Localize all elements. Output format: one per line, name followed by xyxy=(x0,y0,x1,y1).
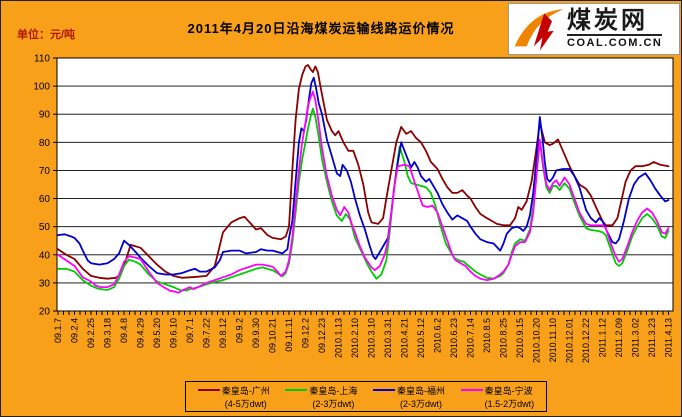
legend-swatch xyxy=(285,389,308,391)
x-axis-label: 2010.3.31 xyxy=(383,318,393,358)
x-axis-label: 2010.7.14 xyxy=(466,318,476,358)
x-axis-label: 09.12.23 xyxy=(317,318,327,353)
x-axis-label: 2011.2.09 xyxy=(614,318,624,357)
legend-series-size: (2-3万dwt) xyxy=(400,398,443,409)
x-axis-label: 2010.6.23 xyxy=(449,318,459,358)
x-axis-label: 09.10.21 xyxy=(268,318,278,353)
x-axis-label: 2010.9.15 xyxy=(515,318,525,358)
y-axis-label: 20 xyxy=(39,307,51,318)
x-axis-label: 2010.5.12 xyxy=(416,318,426,358)
chart-legend: 秦皇岛-广州 (4-5万dwt) 秦皇岛-上海 (2-3万dwt) 秦皇岛-福州 (2-3… xyxy=(185,381,547,412)
legend-series-size: (2-3万dwt) xyxy=(312,398,355,409)
x-axis-label: 09.12.2 xyxy=(301,318,311,348)
x-axis-label: 09.6.10 xyxy=(169,318,179,348)
x-axis-label: 2010.8.25 xyxy=(499,318,509,358)
x-axis-label: 09.4.8 xyxy=(119,318,129,343)
x-axis-label: 09.7.1 xyxy=(185,318,195,343)
x-axis-label: 09.11.11 xyxy=(284,318,294,352)
x-axis-label: 09.2.4 xyxy=(70,318,80,343)
x-axis-label: 2010.8.5 xyxy=(482,318,492,353)
x-axis-label: 2011.4.13 xyxy=(664,318,674,357)
logo-en-text: COAL.COM.CN xyxy=(567,34,663,49)
legend-series-name: 秦皇岛-上海 xyxy=(309,385,358,396)
x-axis-label: 09.5.20 xyxy=(152,318,162,348)
legend-item: 秦皇岛-宁波 (1.5-2万dwt) xyxy=(460,384,535,410)
x-axis-label: 2010.10.20 xyxy=(532,318,542,363)
legend-swatch xyxy=(460,389,483,391)
legend-item: 秦皇岛-广州 (4-5万dwt) xyxy=(197,384,270,410)
y-axis-label: 50 xyxy=(39,222,51,233)
y-axis-label: 60 xyxy=(39,194,51,205)
y-axis-label: 70 xyxy=(39,166,51,177)
legend-swatch xyxy=(197,389,220,391)
legend-swatch xyxy=(373,389,396,391)
legend-series-size: (4-5万dwt) xyxy=(224,398,267,409)
y-axis-label: 30 xyxy=(39,278,51,289)
y-axis-label: 80 xyxy=(39,138,51,149)
x-axis-label: 09.3.18 xyxy=(103,318,113,348)
x-axis-label: 09.7.22 xyxy=(202,318,212,348)
legend-series-name: 秦皇岛-广州 xyxy=(221,385,270,396)
x-axis-label: 2010.12.01 xyxy=(565,318,575,363)
x-axis-label: 2011.3.02 xyxy=(631,318,641,357)
x-axis-label: 2010.2.10 xyxy=(350,318,360,358)
x-axis-label: 2010.1.13 xyxy=(334,318,344,358)
series-line-秦皇岛-宁波 xyxy=(57,90,670,294)
coal-site-logo: 煤炭网 COAL.COM.CN xyxy=(508,3,680,55)
legend-item: 秦皇岛-上海 (2-3万dwt) xyxy=(285,384,357,410)
page-title: 2011年4月20日沿海煤炭运输线路运价情况 xyxy=(187,21,455,36)
y-axis-label: 110 xyxy=(34,54,50,65)
x-axis-label: 2010.11.10 xyxy=(548,318,558,362)
x-axis-label: 2011.3.23 xyxy=(647,318,657,357)
logo-text-block: 煤炭网 COAL.COM.CN xyxy=(567,7,663,49)
y-axis-label: 40 xyxy=(39,250,51,261)
x-axis-label: 2010.6.2 xyxy=(433,318,443,353)
x-axis-label: 2010.12.22 xyxy=(581,318,591,363)
legend-series-name: 秦皇岛-福州 xyxy=(397,385,446,396)
legend-series-name: 秦皇岛-宁波 xyxy=(484,385,533,396)
x-axis-label: 2010.4.21 xyxy=(400,318,410,358)
legend-series-size: (1.5-2万dwt) xyxy=(484,398,535,409)
logo-cn-text: 煤炭网 xyxy=(567,7,648,34)
x-axis-label: 2010.3.10 xyxy=(367,318,377,358)
x-axis-label: 09.2.25 xyxy=(86,318,96,348)
x-axis-label: 09.9.2 xyxy=(235,318,245,343)
unit-label: 单位：元/吨 xyxy=(17,29,76,41)
x-axis-label: 09.4.29 xyxy=(136,318,146,348)
x-axis-label: 2011.1.12 xyxy=(598,318,608,357)
y-axis-label: 90 xyxy=(39,110,51,121)
coal-logo-icon xyxy=(514,9,564,51)
y-axis-label: 100 xyxy=(33,82,50,93)
x-axis-label: 09.9.30 xyxy=(251,318,261,348)
x-axis-label: 09.1.7 xyxy=(53,318,63,343)
series-line-秦皇岛-广州 xyxy=(57,64,670,280)
x-axis-label: 09.8.12 xyxy=(218,318,228,348)
legend-item: 秦皇岛-福州 (2-3万dwt) xyxy=(373,384,445,410)
